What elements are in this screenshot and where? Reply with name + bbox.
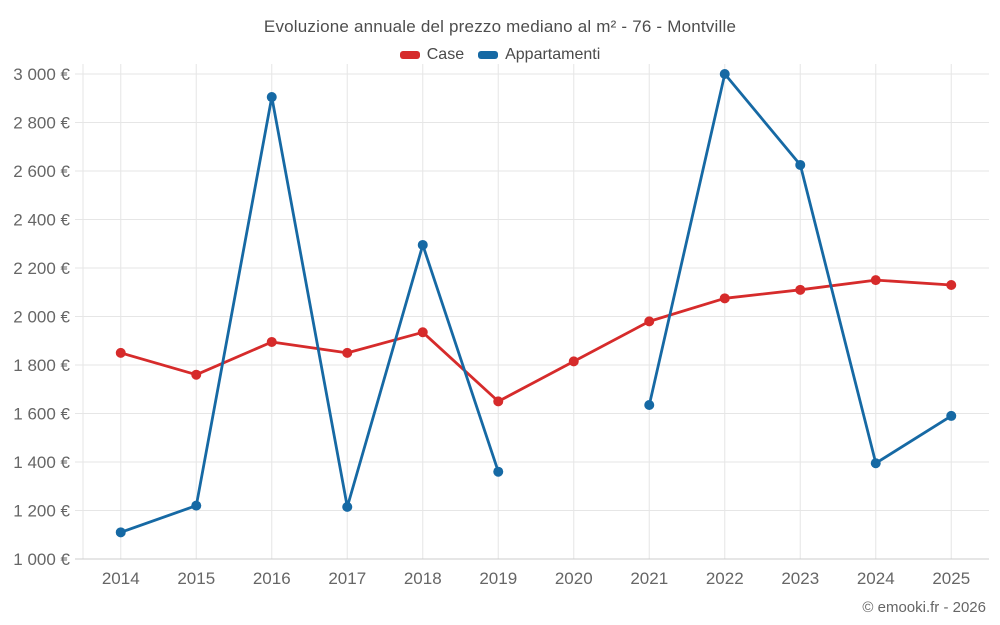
case-point-2018[interactable] — [417, 327, 428, 338]
y-axis-label-2600: 2 600 € — [13, 162, 70, 181]
case-point-2015[interactable] — [191, 369, 202, 380]
attribution-text: © emooki.fr - 2026 — [862, 599, 986, 616]
y-axis-label-1000: 1 000 € — [13, 550, 70, 569]
appartamenti-line — [119, 72, 953, 534]
case-point-2024[interactable] — [870, 275, 881, 286]
y-axis-label-1600: 1 600 € — [13, 405, 70, 424]
x-axis-label-2017: 2017 — [328, 569, 366, 588]
case-series-swatch-icon — [399, 51, 420, 59]
legend-label-case: Case — [426, 46, 465, 63]
y-axis-label-3000: 3 000 € — [13, 65, 70, 84]
x-axis-label-2022: 2022 — [706, 569, 744, 588]
legend-item-appartamenti[interactable]: Appartamenti — [478, 46, 600, 64]
appartamenti-point-2024[interactable] — [870, 458, 881, 469]
appartamenti-point-2022[interactable] — [719, 69, 730, 79]
x-axis-label-2019: 2019 — [479, 569, 517, 588]
x-axis-label-2016: 2016 — [253, 569, 291, 588]
appartamenti-point-2016[interactable] — [266, 92, 277, 103]
appartamenti-point-2015[interactable] — [191, 500, 202, 511]
appartamenti-point-2021[interactable] — [644, 400, 655, 411]
legend-label-appartamenti: Appartamenti — [505, 46, 601, 63]
x-axis-label-2018: 2018 — [404, 569, 442, 588]
appartamenti-series-swatch-icon — [478, 51, 499, 59]
case-line — [119, 278, 953, 403]
case-point-2023[interactable] — [795, 284, 806, 295]
x-axis-label-2021: 2021 — [630, 569, 668, 588]
appartamenti-point-2017[interactable] — [342, 501, 353, 512]
y-axis-label-2400: 2 400 € — [13, 211, 70, 230]
y-axis-label-1400: 1 400 € — [13, 453, 70, 472]
x-axis-label-2025: 2025 — [932, 569, 970, 588]
y-axis-label-1800: 1 800 € — [13, 356, 70, 375]
appartamenti-point-2025[interactable] — [946, 410, 957, 421]
case-point-2021[interactable] — [644, 316, 655, 327]
legend-item-case[interactable]: Case — [399, 46, 465, 64]
y-axis-label-2200: 2 200 € — [13, 259, 70, 278]
appartamenti-point-2014[interactable] — [115, 527, 126, 538]
y-axis-label-1200: 1 200 € — [13, 502, 70, 521]
x-axis-label-2020: 2020 — [555, 569, 593, 588]
x-axis-label-2015: 2015 — [177, 569, 215, 588]
x-axis-label-2023: 2023 — [781, 569, 819, 588]
appartamenti-point-2023[interactable] — [795, 159, 806, 170]
case-point-2020[interactable] — [568, 356, 579, 367]
x-axis-label-2014: 2014 — [102, 569, 140, 588]
appartamenti-point-2018[interactable] — [417, 239, 428, 250]
y-axis-label-2000: 2 000 € — [13, 308, 70, 327]
case-point-2017[interactable] — [342, 347, 353, 358]
case-point-2025[interactable] — [946, 279, 957, 290]
y-axis-label-2800: 2 800 € — [13, 114, 70, 133]
appartamenti-point-2019[interactable] — [493, 466, 504, 477]
case-point-2022[interactable] — [719, 293, 730, 304]
case-point-2014[interactable] — [115, 347, 126, 358]
chart-legend: Case Appartamenti — [0, 46, 1000, 64]
case-point-2016[interactable] — [266, 336, 277, 347]
case-point-2019[interactable] — [493, 396, 504, 407]
x-axis-label-2024: 2024 — [857, 569, 895, 588]
chart-title: Evoluzione annuale del prezzo mediano al… — [263, 17, 737, 36]
